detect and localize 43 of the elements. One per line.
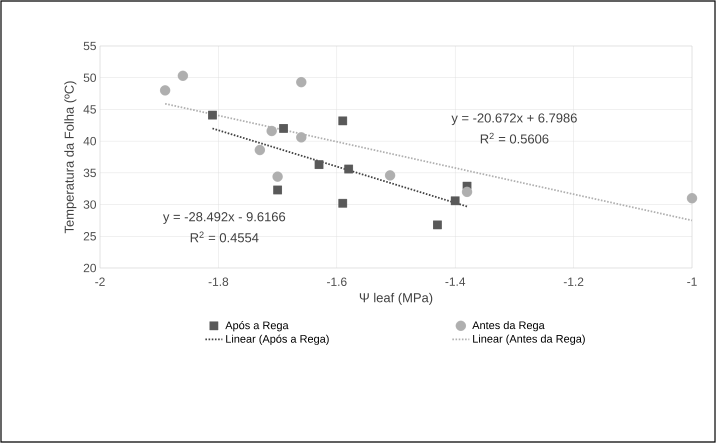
point xyxy=(338,116,348,126)
annotation: y = -20.672x + 6.7986 xyxy=(451,113,577,126)
legend-label: Antes da Rega xyxy=(472,321,545,332)
x-tick-label: -2 xyxy=(95,278,105,286)
legend-label: Linear (Antes da Rega) xyxy=(473,334,585,345)
point xyxy=(273,186,282,194)
point xyxy=(344,164,354,174)
annotation: R$^{2}$ = 0.4554 xyxy=(190,232,259,242)
y-tick-label: 25 xyxy=(84,232,96,241)
y-tick-label: 20 xyxy=(84,264,96,272)
point xyxy=(160,85,170,96)
point xyxy=(279,124,288,133)
annotation: y = -28.492x - 9.6166 xyxy=(162,212,286,224)
x-tick-label: -1 xyxy=(687,278,697,286)
point xyxy=(433,220,442,230)
y-tick-label: 35 xyxy=(84,168,96,178)
x-tick-label: -1.2 xyxy=(564,278,584,286)
x-tick-label: -1.8 xyxy=(208,278,228,286)
point xyxy=(686,193,698,204)
point xyxy=(266,126,277,136)
point xyxy=(296,76,306,88)
annotation: R$^{2}$ = 0.5606 xyxy=(480,132,548,144)
y-tick-label: 30 xyxy=(84,200,96,209)
point xyxy=(254,144,266,156)
x-tick-label: -1.4 xyxy=(445,278,466,286)
y-tick-label: 45 xyxy=(83,105,96,114)
point xyxy=(338,198,348,208)
y-tick-label: 55 xyxy=(84,42,96,50)
y-axis-title: Temperatura da Folha (ºC) xyxy=(64,81,76,234)
x-tick-label: -1.6 xyxy=(327,278,347,286)
x-axis-title: Ψ leaf (MPa) xyxy=(360,292,432,305)
point xyxy=(462,186,472,198)
y-tick-label: 50 xyxy=(84,73,96,82)
point xyxy=(384,170,396,181)
legend-label: Linear (Após a Rega) xyxy=(226,334,329,345)
point xyxy=(296,132,306,143)
point xyxy=(314,160,324,169)
point xyxy=(208,110,217,120)
legend-label: Após a Rega xyxy=(225,321,289,332)
point xyxy=(178,70,188,81)
y-tick-label: 40 xyxy=(83,136,96,146)
point xyxy=(272,171,283,182)
point xyxy=(450,196,460,206)
